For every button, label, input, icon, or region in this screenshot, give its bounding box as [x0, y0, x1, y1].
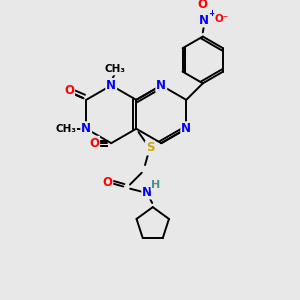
Text: N: N [199, 14, 209, 26]
Text: N: N [142, 185, 152, 199]
Text: N: N [81, 122, 91, 135]
Text: S: S [146, 142, 154, 154]
Text: O: O [102, 176, 112, 189]
Text: N: N [156, 79, 166, 92]
Text: O: O [89, 137, 99, 150]
Text: O: O [198, 0, 208, 11]
Text: CH₃: CH₃ [105, 64, 126, 74]
Text: O⁻: O⁻ [215, 14, 229, 24]
Text: O: O [64, 84, 74, 97]
Text: N: N [181, 122, 191, 135]
Text: N: N [106, 79, 116, 92]
Text: CH₃: CH₃ [55, 124, 76, 134]
Text: H: H [152, 180, 161, 190]
Text: +: + [208, 9, 215, 18]
